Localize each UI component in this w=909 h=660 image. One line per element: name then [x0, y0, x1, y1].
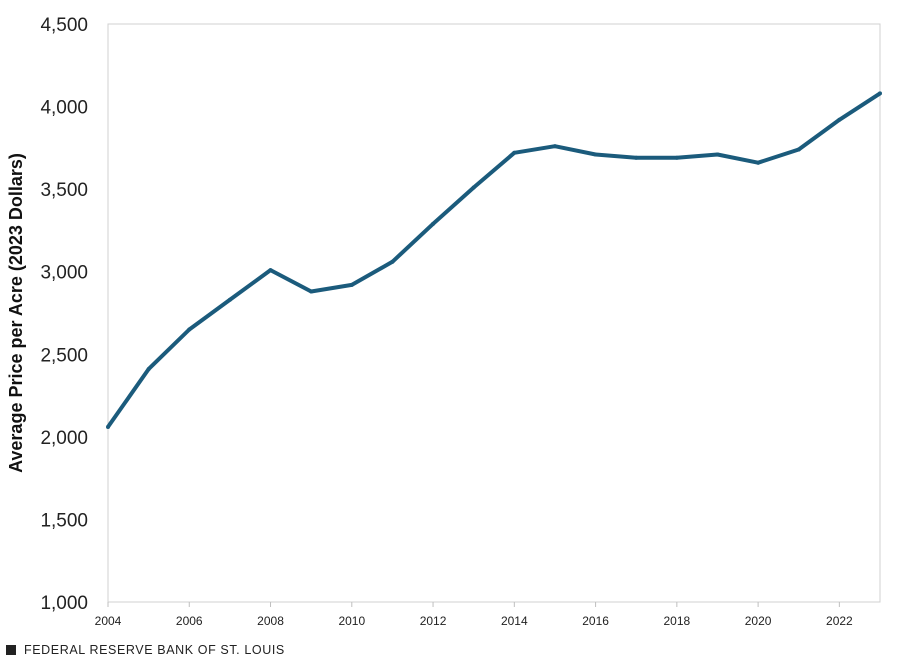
y-axis-label: Average Price per Acre (2023 Dollars) [6, 153, 26, 473]
data-point [309, 289, 314, 294]
data-point [512, 150, 517, 155]
data-point [796, 147, 801, 152]
x-tick-label: 2016 [582, 614, 609, 628]
data-point [552, 144, 557, 149]
data-point [878, 91, 882, 96]
data-point [146, 367, 151, 372]
data-point [674, 155, 679, 160]
data-point [756, 160, 761, 165]
x-tick-label: 2006 [176, 614, 203, 628]
data-point [593, 152, 598, 157]
y-tick-label: 3,500 [40, 180, 88, 201]
y-tick-label: 4,500 [40, 15, 88, 36]
square-icon [6, 645, 16, 655]
data-point [349, 282, 354, 287]
data-point [106, 424, 110, 429]
data-point [268, 268, 273, 273]
y-tick-label: 3,000 [40, 263, 88, 284]
x-tick-label: 2008 [257, 614, 284, 628]
line-chart: 1,000 1,500 2,000 2,500 3,000 3,500 4,000 4,500… [6, 15, 882, 628]
data-point [390, 259, 395, 264]
data-point [634, 155, 639, 160]
data-point [471, 185, 476, 190]
data-point [227, 297, 232, 302]
x-tick-label: 2020 [745, 614, 772, 628]
x-tick-label: 2022 [826, 614, 853, 628]
y-tick-label: 4,000 [40, 98, 88, 119]
data-point [431, 221, 436, 226]
x-tick-label: 2010 [338, 614, 365, 628]
y-axis: 1,000 1,500 2,000 2,500 3,000 3,500 4,000 4,500 [40, 15, 88, 614]
y-tick-label: 2,000 [40, 428, 88, 449]
plot-area [107, 23, 881, 603]
y-tick-label: 2,500 [40, 345, 88, 366]
series-layer [106, 91, 882, 429]
x-tick-label: 2018 [663, 614, 690, 628]
source-text: FEDERAL RESERVE BANK OF ST. LOUIS [24, 643, 285, 657]
y-tick-label: 1,500 [40, 510, 88, 531]
x-tick-label: 2004 [95, 614, 122, 628]
data-point [187, 327, 192, 332]
x-axis: 2004 2006 2008 2010 2012 2014 2016 2018 2020 2022 [95, 602, 853, 628]
series-line [106, 91, 882, 429]
source-note: FEDERAL RESERVE BANK OF ST. LOUIS [6, 643, 285, 657]
y-tick-label: 1,000 [40, 593, 88, 614]
data-point [715, 152, 720, 157]
x-tick-label: 2014 [501, 614, 528, 628]
data-point [837, 117, 842, 122]
x-tick-label: 2012 [420, 614, 447, 628]
